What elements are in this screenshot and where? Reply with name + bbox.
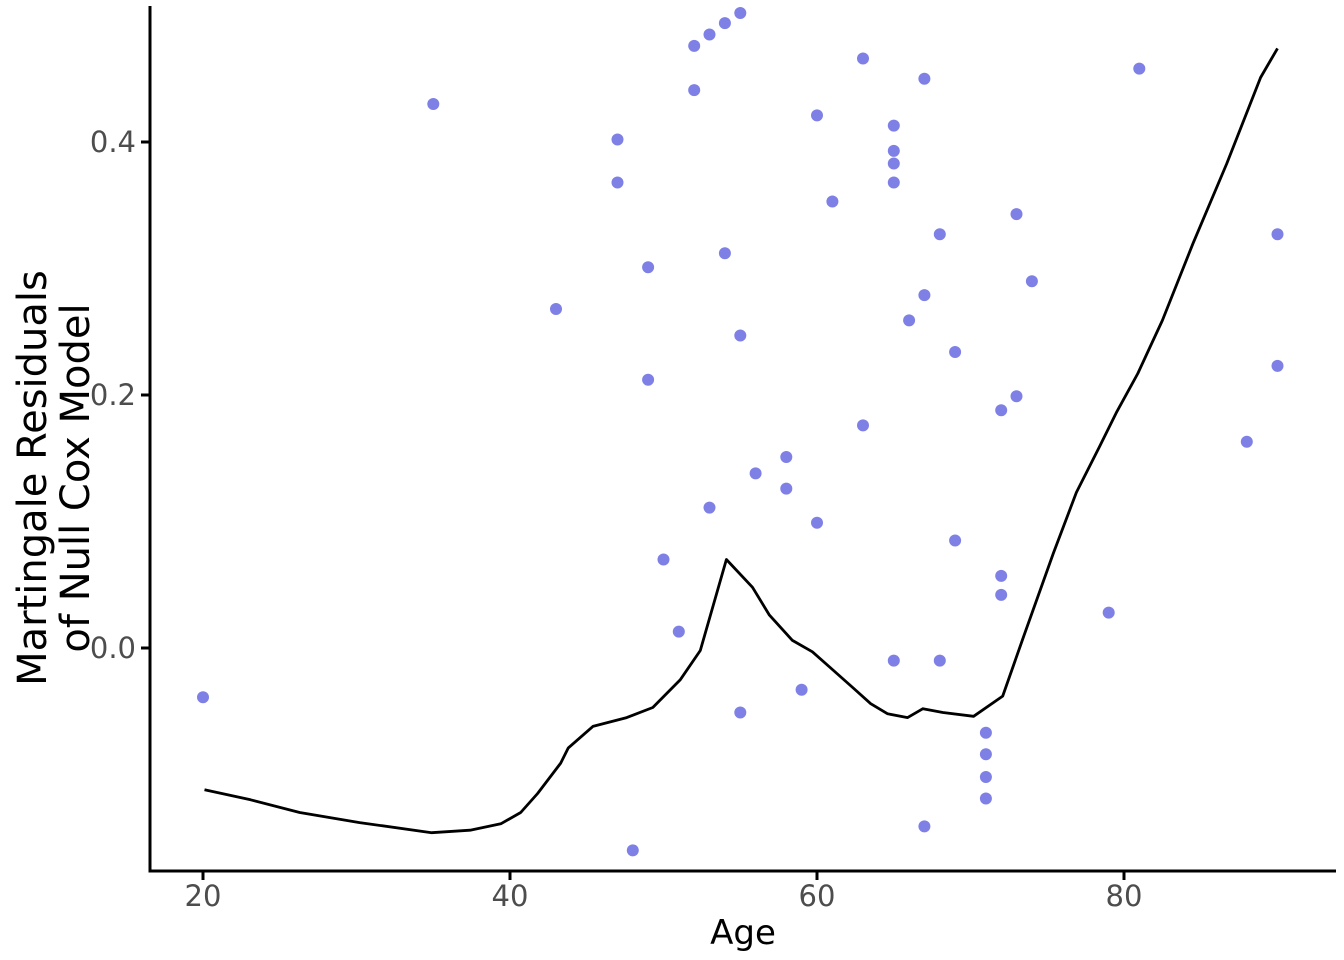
data-point [734, 706, 747, 719]
data-point [887, 157, 900, 170]
data-point [918, 72, 931, 85]
data-point [1271, 359, 1284, 372]
ticks-layer: 20 40 60 80 0.0 0.2 0.4 [90, 125, 1143, 913]
data-point [887, 119, 900, 132]
data-point [795, 683, 808, 696]
data-point [1025, 275, 1038, 288]
x-tick-label: 60 [799, 879, 836, 913]
data-point [718, 17, 731, 30]
data-point [857, 52, 869, 65]
data-point [718, 247, 731, 260]
data-point [887, 176, 900, 189]
data-point [995, 588, 1008, 601]
data-point [979, 726, 992, 739]
data-point [688, 39, 701, 52]
y-axis-title-line-2: of Null Cox Model [53, 303, 99, 652]
data-point [780, 451, 793, 463]
data-point [979, 792, 992, 805]
data-point [811, 516, 823, 529]
x-tick-label: 80 [1106, 879, 1143, 913]
data-point [703, 501, 716, 514]
data-point [933, 228, 946, 241]
data-point [611, 176, 624, 189]
data-point [1240, 435, 1253, 448]
y-tick-label: 0.4 [90, 125, 136, 159]
data-point [780, 482, 793, 495]
data-point [887, 654, 900, 667]
data-point [749, 467, 762, 480]
data-point [949, 534, 962, 547]
data-point [1010, 390, 1023, 403]
y-tick-label: 0.2 [90, 378, 136, 412]
data-point [857, 419, 869, 432]
data-point [995, 569, 1008, 582]
data-point [626, 844, 639, 857]
y-axis-title-line-1: Martingale Residuals [10, 270, 56, 686]
data-point [979, 748, 992, 761]
data-point [995, 404, 1008, 417]
data-point [918, 289, 931, 302]
data-point [887, 144, 900, 157]
data-point [826, 195, 839, 208]
smooth-line [204, 47, 1279, 835]
data-point [1133, 62, 1146, 75]
data-point [657, 553, 670, 566]
y-tick-label: 0.0 [90, 631, 136, 665]
data-point [903, 314, 916, 327]
x-tick-label: 40 [492, 879, 529, 913]
data-point [734, 329, 747, 342]
x-axis-title: Age [710, 913, 776, 953]
smooth-line-layer [204, 47, 1279, 835]
data-point [197, 691, 209, 704]
data-point [811, 109, 823, 122]
data-point [949, 346, 962, 358]
data-point [703, 28, 716, 41]
data-point [642, 261, 655, 274]
points-layer [197, 7, 1284, 857]
data-point [611, 133, 624, 146]
data-point [688, 84, 701, 97]
data-point [642, 373, 655, 386]
axes-layer [148, 6, 1336, 873]
data-point [979, 771, 992, 783]
data-point [1102, 606, 1115, 619]
data-point [933, 654, 946, 667]
data-point [918, 820, 931, 833]
data-point [734, 7, 747, 19]
data-point [550, 303, 562, 315]
x-tick-label: 20 [185, 879, 222, 913]
data-point [672, 625, 685, 638]
data-point [1271, 228, 1284, 241]
data-point [427, 98, 440, 110]
data-point [1010, 208, 1023, 221]
